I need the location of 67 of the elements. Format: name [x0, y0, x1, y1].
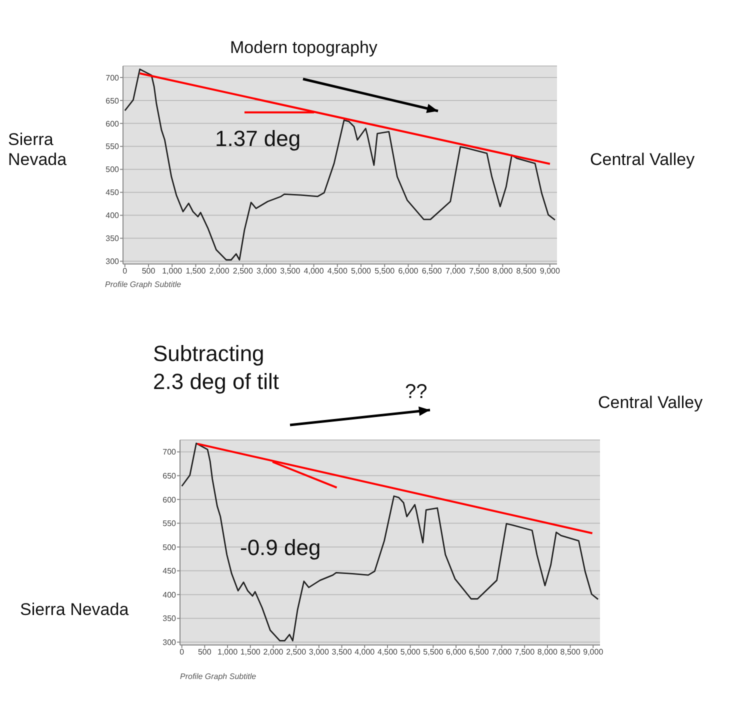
- x-tick-label: 8,500: [516, 266, 537, 276]
- text: Sierra Nevada: [20, 600, 129, 620]
- y-tick-label: 450: [106, 188, 120, 198]
- x-tick-label: 1,500: [186, 266, 206, 276]
- x-tick-label: 2,000: [209, 266, 230, 276]
- y-tick-label: 500: [162, 542, 177, 552]
- x-tick-label: 2,500: [232, 266, 254, 276]
- y-tick-label: 550: [162, 519, 177, 528]
- y-tick-label: 600: [106, 119, 120, 128]
- text: Central Valley: [590, 150, 695, 170]
- x-tick-label: 3,500: [332, 648, 352, 657]
- x-tick-label: 1,000: [218, 648, 238, 657]
- x-tick-label: 3,500: [280, 266, 301, 276]
- x-tick-label: 9,000: [540, 266, 560, 276]
- y-tick-label: 650: [106, 96, 120, 106]
- text: Profile Graph Subtitle: [105, 280, 182, 290]
- chart-title: Modern topography: [230, 38, 378, 58]
- y-tick-label: 450: [162, 566, 177, 576]
- x-tick-label: 3,000: [256, 266, 278, 276]
- x-tick-label: 9,000: [583, 648, 604, 657]
- x-tick-label: 4,500: [327, 266, 348, 276]
- x-tick-label: 8,000: [537, 648, 558, 657]
- text: Profile Graph Subtitle: [180, 672, 256, 682]
- annotation: 1.37 deg: [215, 126, 301, 152]
- y-tick-label: 700: [106, 73, 120, 82]
- x-tick-label: 4,000: [354, 648, 376, 657]
- x-tick-label: 5,500: [374, 266, 396, 276]
- y-tick-label: 600: [162, 495, 177, 504]
- x-tick-label: 8,500: [560, 648, 581, 657]
- x-tick-label: 7,500: [514, 648, 536, 657]
- x-tick-label: 5,000: [351, 266, 372, 276]
- y-tick-label: 400: [162, 590, 177, 600]
- x-tick-label: 0: [180, 648, 185, 657]
- x-tick-label: 5,500: [423, 648, 444, 657]
- text: ??: [405, 380, 428, 404]
- x-tick-label: 7,500: [469, 266, 490, 276]
- text: Sierra Nevada: [8, 130, 68, 171]
- x-tick-label: 6,000: [398, 266, 419, 276]
- y-tick-label: 550: [106, 142, 120, 152]
- x-tick-label: 4,500: [377, 648, 398, 657]
- x-tick-label: 6,000: [446, 648, 467, 657]
- x-tick-label: 2,000: [263, 648, 284, 657]
- y-tick-label: 700: [162, 448, 177, 457]
- text: Central Valley: [598, 393, 703, 414]
- x-tick-label: 8,000: [492, 266, 514, 276]
- x-tick-label: 5,000: [400, 648, 421, 657]
- y-tick-label: 300: [162, 638, 177, 647]
- y-tick-label: 650: [162, 472, 177, 481]
- x-tick-label: 6,500: [468, 648, 490, 657]
- x-tick-label: 500: [198, 648, 212, 657]
- x-tick-label: 4,000: [304, 266, 324, 276]
- x-tick-label: 7,000: [492, 648, 512, 657]
- y-tick-label: 500: [106, 165, 120, 174]
- y-tick-label: 350: [162, 614, 177, 624]
- x-tick-label: 3,000: [308, 648, 330, 657]
- x-tick-label: 6,500: [422, 266, 442, 276]
- x-tick-label: 2,500: [286, 648, 307, 657]
- x-tick-label: 7,000: [445, 266, 466, 276]
- x-tick-label: 1,000: [162, 266, 183, 276]
- x-tick-label: 0: [122, 266, 128, 276]
- y-tick-label: 350: [106, 234, 120, 244]
- annotation: -0.9 deg: [240, 535, 321, 562]
- y-tick-label: 400: [106, 211, 120, 220]
- x-tick-label: 500: [142, 266, 156, 276]
- text: Subtracting 2.3 deg of tilt: [153, 340, 280, 395]
- x-tick-label: 1,500: [240, 648, 261, 657]
- y-tick-label: 300: [106, 257, 120, 266]
